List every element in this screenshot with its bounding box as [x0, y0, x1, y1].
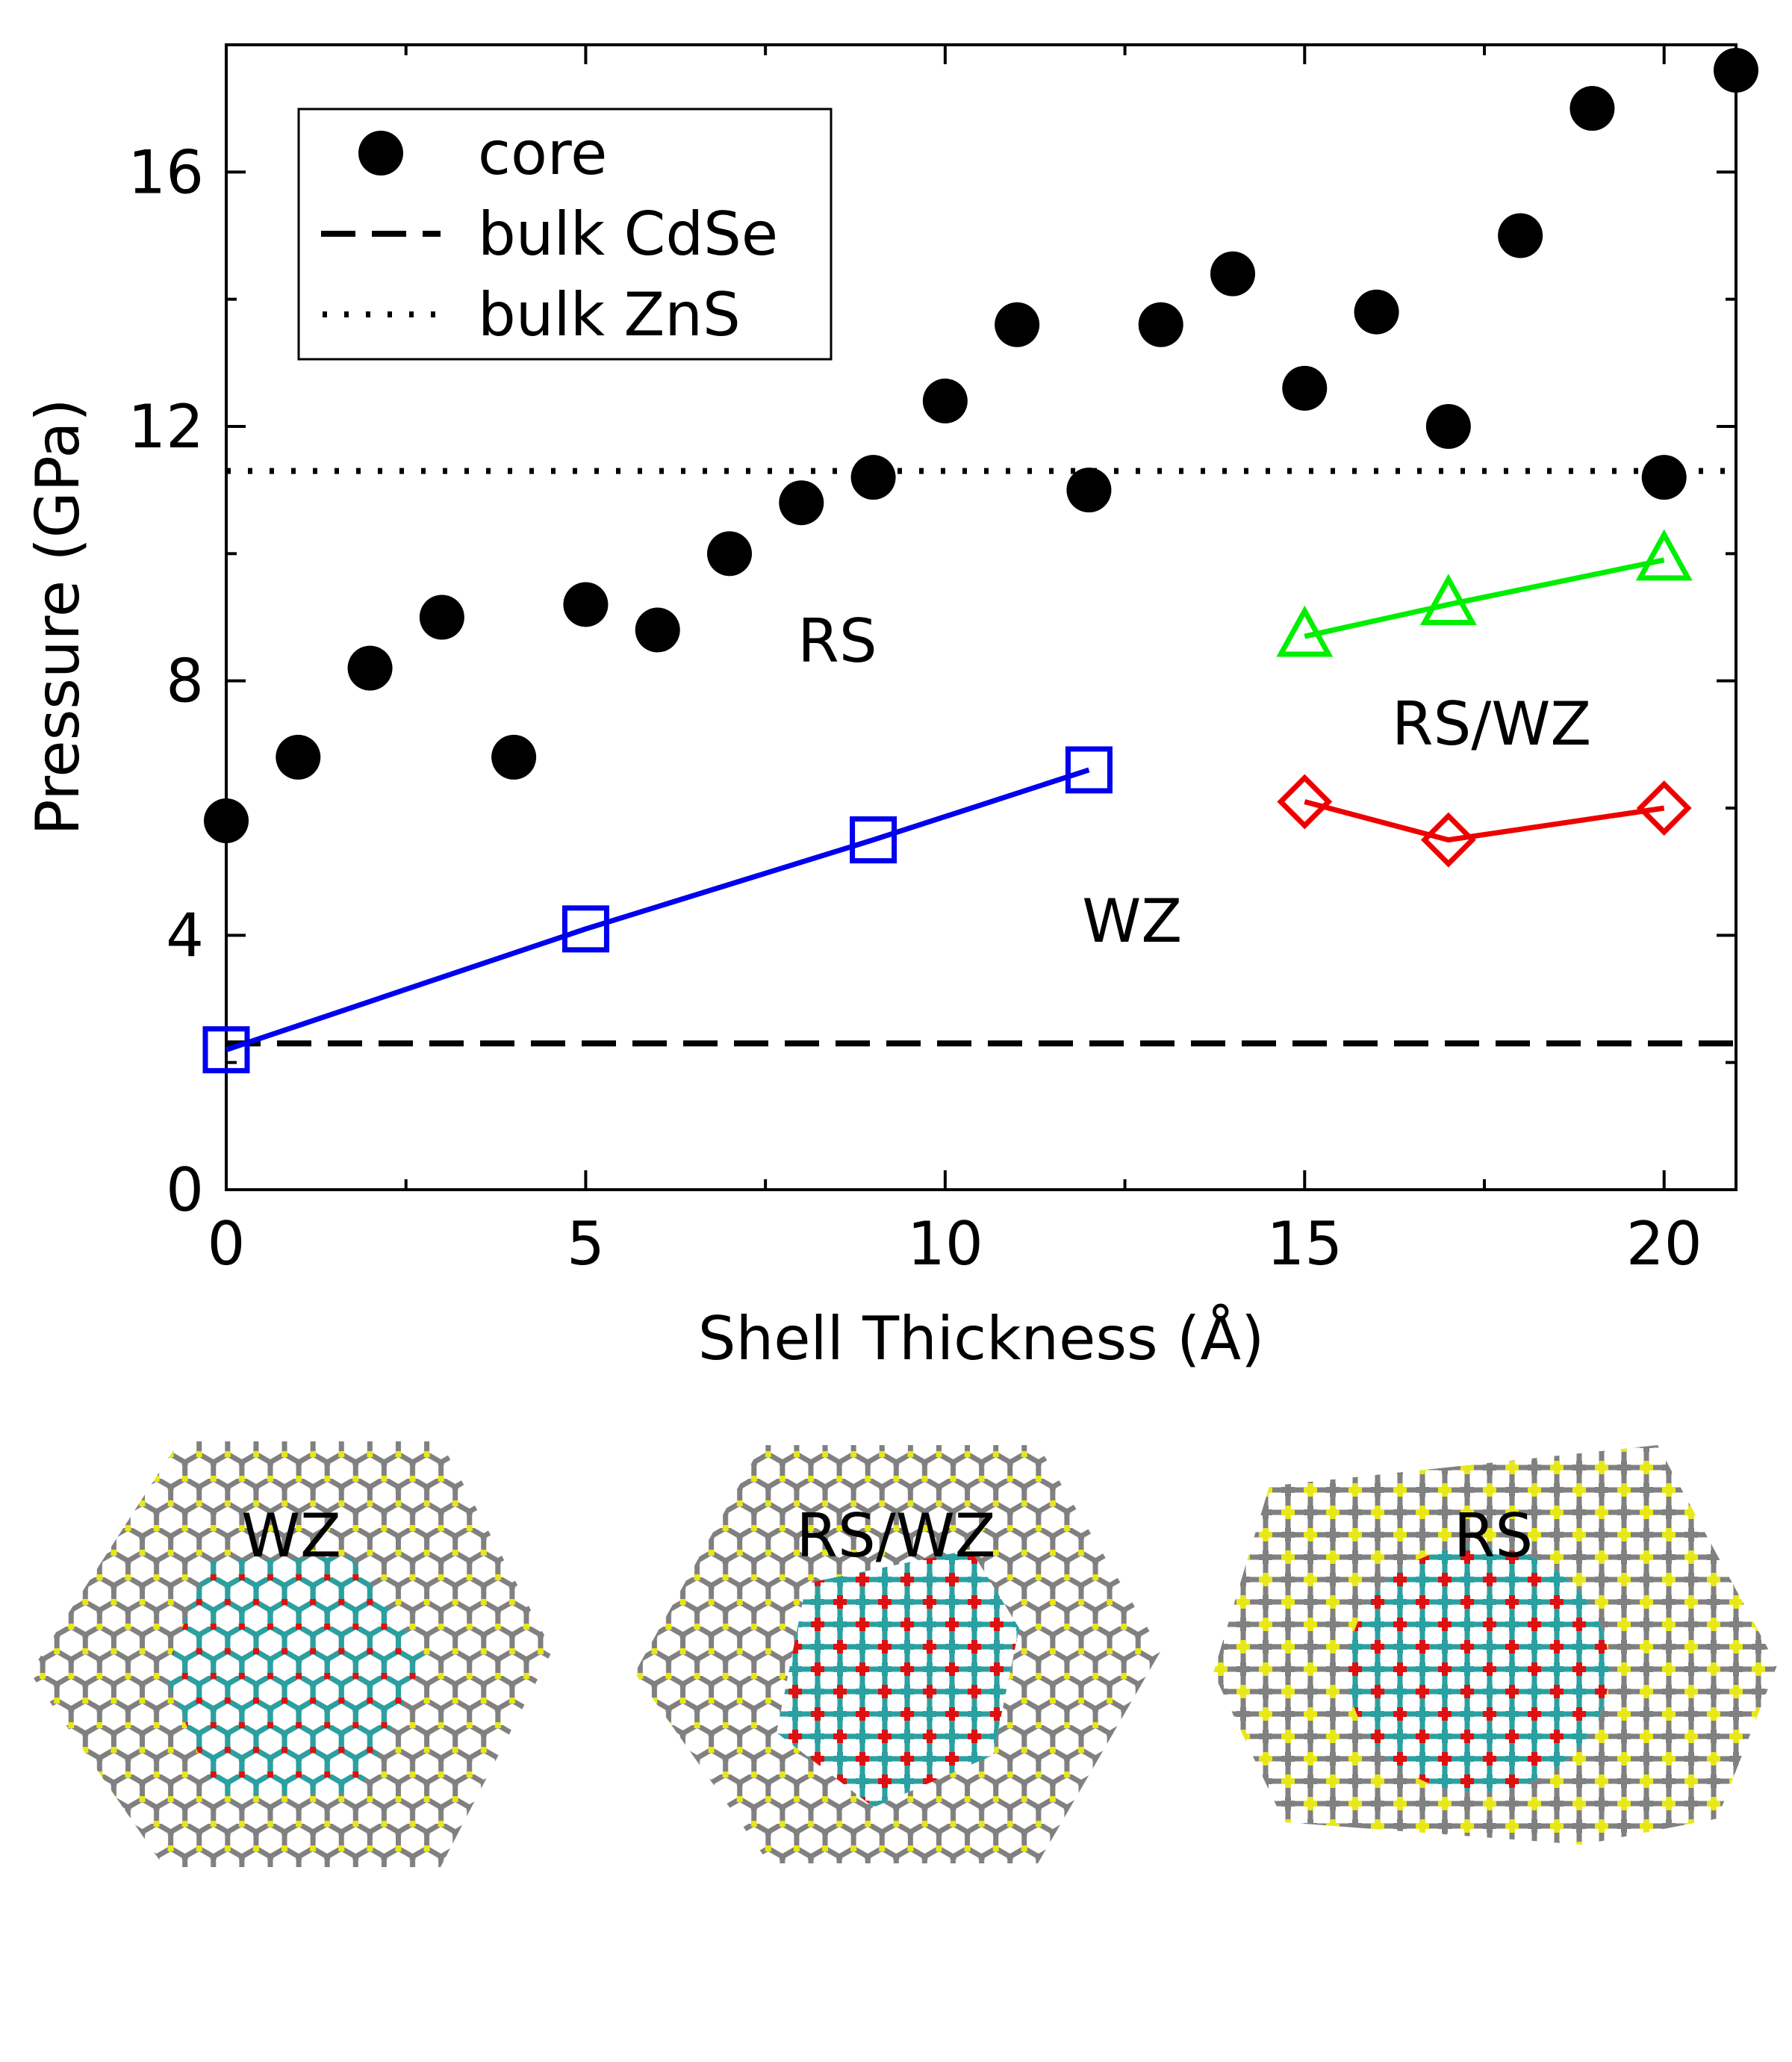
core-point — [635, 607, 680, 653]
core-point — [563, 582, 609, 627]
legend-zns-label: bulk ZnS — [478, 280, 741, 350]
rswz-triangle-point — [1276, 605, 1334, 657]
rswz-diamond-point — [1636, 780, 1692, 836]
core-point — [1282, 365, 1328, 411]
wz-square-point — [850, 816, 897, 864]
core-point — [1641, 455, 1687, 500]
wz-square-point — [202, 1026, 250, 1074]
core-point — [204, 798, 249, 844]
wz-panel-label: WZ — [241, 1501, 341, 1571]
series-lines — [225, 557, 1665, 1052]
core-point — [276, 734, 321, 780]
core-point — [1425, 404, 1471, 449]
y-axis: 0 4 8 12 16 Pressure (GPa) — [23, 43, 1736, 1225]
core-point — [347, 645, 393, 691]
series-line-diamond — [1304, 799, 1665, 843]
x-tick-label: 0 — [208, 1209, 246, 1279]
legend-core-marker — [358, 131, 403, 176]
wz-square-point — [561, 905, 609, 953]
core-point — [779, 480, 824, 526]
rs-panel-label: RS — [1453, 1501, 1534, 1571]
y-tick-label: 16 — [128, 137, 204, 207]
core-point — [995, 302, 1040, 347]
x-axis-label: Shell Thickness (Å) — [698, 1303, 1265, 1373]
legend-cdse-label: bulk CdSe — [478, 199, 778, 269]
wz-square-point — [1065, 746, 1113, 794]
y-axis-label: Pressure (GPa) — [23, 398, 93, 835]
series-line-square — [225, 767, 1090, 1052]
reference-lines — [226, 468, 1736, 1047]
core-point — [850, 455, 896, 500]
core-point — [1138, 302, 1183, 347]
wz-structure-image — [30, 1441, 553, 1867]
rswz-panel-label: RS/WZ — [796, 1501, 996, 1571]
core-point — [1354, 289, 1399, 335]
region-label: RS/WZ — [1392, 689, 1591, 759]
plot-frame — [225, 43, 1737, 1191]
core-point — [1569, 86, 1615, 131]
region-label: RS — [797, 606, 877, 676]
rswz-triangle-point — [1419, 574, 1477, 625]
core-point — [707, 531, 752, 577]
legend-core-label: core — [478, 119, 607, 188]
rswz-diamond-point — [1420, 812, 1476, 868]
core-point — [922, 378, 968, 423]
x-tick-label: 10 — [907, 1209, 983, 1279]
y-tick-label: 8 — [166, 647, 204, 716]
x-tick-label: 15 — [1266, 1209, 1343, 1279]
core-point — [491, 734, 537, 780]
legend: core bulk CdSe bulk ZnS — [297, 108, 833, 361]
series-line-triangle — [1304, 557, 1665, 639]
core-point — [1714, 48, 1758, 93]
y-tick-label: 12 — [128, 392, 204, 462]
plot-area: RS WZ RS/WZ — [202, 43, 1758, 1191]
rs-structure-image — [1213, 1445, 1777, 1845]
rswz-structure-image — [635, 1445, 1161, 1863]
series-markers — [202, 48, 1758, 1074]
rswz-diamond-point — [1277, 774, 1333, 830]
core-point — [1210, 251, 1255, 296]
y-tick-label: 4 — [166, 901, 204, 970]
x-axis: 0 5 10 15 20 Shell Thickness (Å) — [208, 45, 1702, 1373]
core-point — [1066, 468, 1112, 513]
rswz-triangle-point — [1635, 529, 1693, 581]
region-label: WZ — [1082, 886, 1182, 956]
y-tick-label: 0 — [166, 1155, 204, 1225]
x-tick-label: 5 — [567, 1209, 605, 1279]
x-tick-label: 20 — [1626, 1209, 1702, 1279]
structure-images — [30, 1441, 1777, 1867]
annotations: RS WZ RS/WZ — [797, 606, 1591, 956]
core-point — [1498, 213, 1543, 258]
core-point — [419, 594, 464, 640]
